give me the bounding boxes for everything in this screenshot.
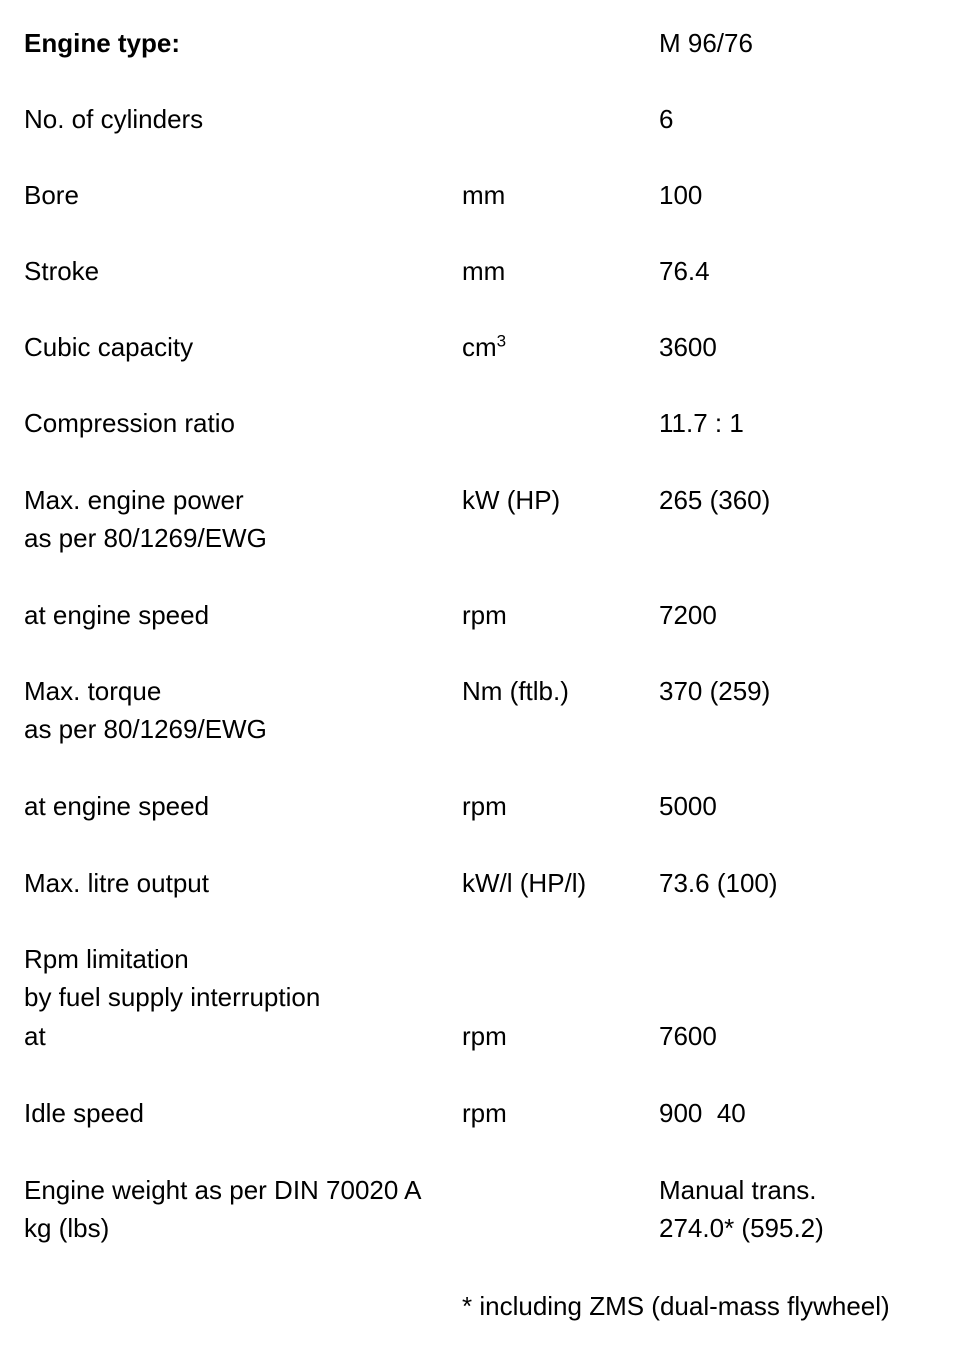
spec-label: at engine speed — [24, 791, 210, 821]
spec-value: Manual trans. — [659, 1175, 817, 1205]
spec-label: Rpm limitation — [24, 944, 189, 974]
spec-label: Stroke — [24, 256, 100, 286]
unit-text: cm — [462, 332, 497, 362]
spec-value: 274.0* (595.2) — [659, 1213, 824, 1243]
unit-text: rpm — [462, 1021, 507, 1051]
spec-label: as per 80/1269/EWG — [24, 523, 267, 553]
spec-value: 11.7 : 1 — [659, 408, 744, 438]
spec-label: kg (lbs) — [24, 1213, 110, 1243]
spec-value: 76.4 — [659, 256, 710, 286]
spec-unit: cm3 — [462, 328, 506, 366]
unit-text: rpm — [462, 1098, 507, 1128]
engine-type-value: M 96/76 — [659, 28, 753, 58]
engine-type-label: Engine type: — [24, 28, 181, 58]
spec-label: Compression ratio — [24, 408, 235, 438]
spec-value: 370 (259) — [659, 676, 771, 706]
unit-text: mm — [462, 256, 506, 286]
spec-value: 3600 — [659, 332, 717, 362]
spec-unit: rpm — [462, 787, 507, 825]
spec-label: Engine weight as per DIN 70020 A — [24, 1175, 422, 1205]
spec-value: 100 — [659, 180, 703, 210]
spec-unit: rpm — [462, 1017, 507, 1055]
unit-text: mm — [462, 180, 506, 210]
footnote: * including ZMS (dual-mass flywheel) — [462, 1291, 890, 1321]
spec-value: 7200 — [659, 600, 717, 630]
spec-unit: rpm — [462, 596, 507, 634]
spec-label: Max. torque — [24, 676, 162, 706]
spec-unit: kW/l (HP/l) — [462, 864, 586, 902]
spec-value: 265 (360) — [659, 485, 771, 515]
spec-unit: mm — [462, 176, 505, 214]
unit-text: kW (HP) — [462, 485, 561, 515]
unit-superscript: 3 — [496, 331, 507, 351]
spec-label: No. of cylinders — [24, 104, 204, 134]
spec-label: Max. litre output — [24, 868, 209, 898]
spec-unit: Nm (ftlb.) — [462, 672, 569, 710]
spec-label: by fuel supply interruption — [24, 982, 321, 1012]
unit-text: rpm — [462, 791, 507, 821]
unit-text: kW/l (HP/l) — [462, 868, 587, 898]
spec-label: Cubic capacity — [24, 332, 194, 362]
spec-label: at engine speed — [24, 600, 210, 630]
spec-value: 6 — [659, 104, 674, 134]
spec-label: at — [24, 1021, 46, 1051]
spec-label: Max. engine power — [24, 485, 244, 515]
spec-value: 73.6 (100) — [659, 868, 778, 898]
unit-text: rpm — [462, 600, 507, 630]
spec-unit: mm — [462, 252, 505, 290]
unit-text: Nm (ftlb.) — [462, 676, 569, 706]
spec-label: Idle speed — [24, 1098, 144, 1128]
spec-label: as per 80/1269/EWG — [24, 714, 267, 744]
spec-value: 7600 — [659, 1021, 717, 1051]
spec-label: Bore — [24, 180, 79, 210]
spec-unit: kW (HP) — [462, 481, 560, 519]
spec-unit: rpm — [462, 1094, 507, 1132]
spec-value: 5000 — [659, 791, 717, 821]
spec-value: 900 40 — [659, 1098, 746, 1128]
